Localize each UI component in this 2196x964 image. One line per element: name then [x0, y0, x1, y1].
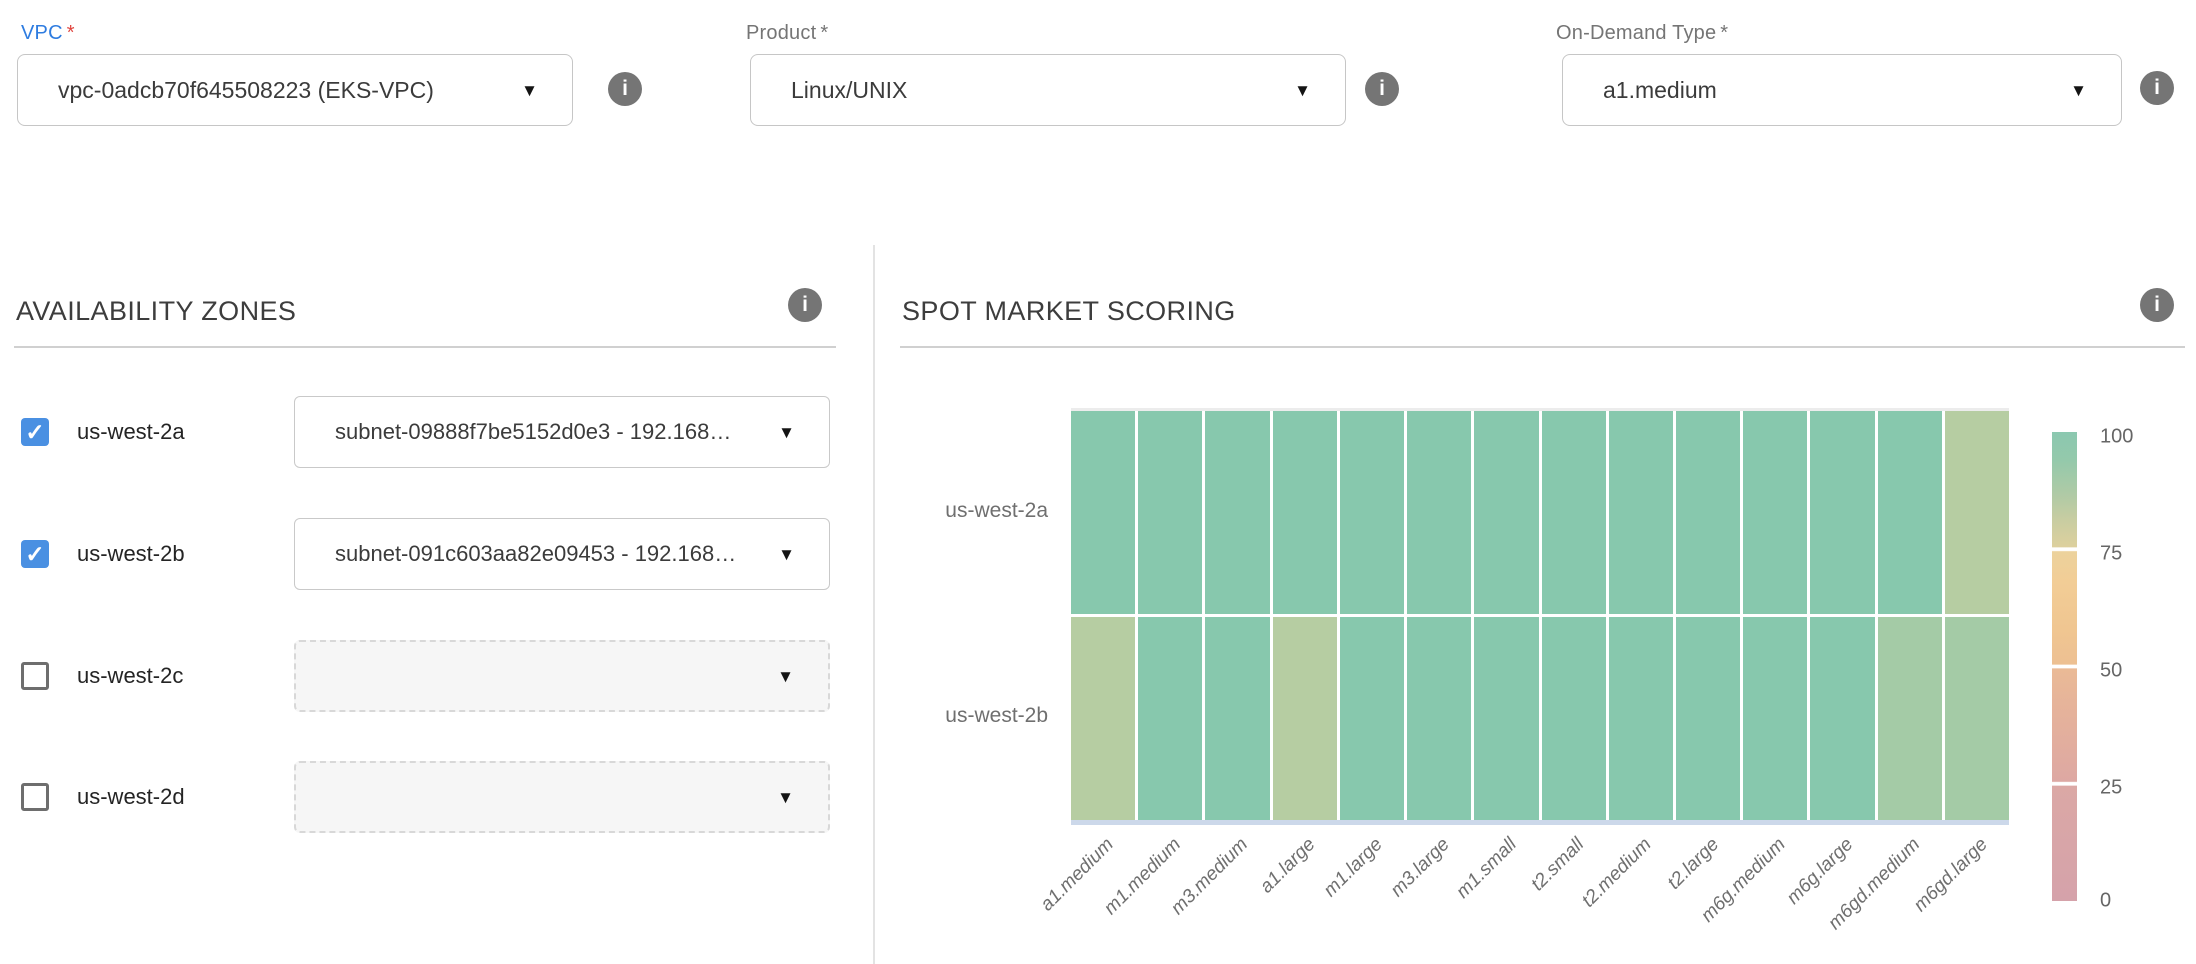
heatmap-cell-us-west-2a-a1.large [1273, 411, 1337, 614]
az-label-us-west-2c: us-west-2c [77, 640, 183, 712]
heatmap-x-label-m3.large: m3.large [1387, 834, 1455, 902]
required-asterisk: * [1720, 22, 1728, 44]
az-label-us-west-2d: us-west-2d [77, 761, 185, 833]
az-label-us-west-2a: us-west-2a [77, 396, 185, 468]
heatmap-cell-us-west-2b-t2.medium [1609, 617, 1673, 820]
heatmap-cell-us-west-2b-t2.small [1542, 617, 1606, 820]
on-demand-type-label: On-Demand Type* [1556, 22, 1728, 45]
heatmap-cell-us-west-2b-m6gd.medium [1878, 617, 1942, 820]
heatmap-cell-us-west-2a-t2.small [1542, 411, 1606, 614]
chevron-down-icon: ▼ [777, 668, 794, 685]
chevron-down-icon: ▼ [2070, 82, 2087, 99]
subnet-select-value: subnet-091c603aa82e09453 - 192.168… [295, 541, 778, 567]
heatmap-cell-us-west-2b-m1.medium [1138, 617, 1202, 820]
heatmap-cell-us-west-2b-a1.medium [1071, 617, 1135, 820]
heatmap-x-label-m1.small: m1.small [1453, 834, 1522, 903]
heatmap-cell-us-west-2b-m3.large [1407, 617, 1471, 820]
checkmark-icon: ✓ [25, 543, 44, 566]
heatmap-x-label-t2.medium: t2.medium [1578, 834, 1656, 912]
subnet-select-us-west-2c[interactable]: ▼ [294, 640, 830, 712]
availability-zones-info-icon[interactable]: i [788, 288, 822, 322]
spot-market-scoring-rule [900, 346, 2185, 348]
heatmap-x-label-m1.large: m1.large [1320, 834, 1388, 902]
az-row-us-west-2d: us-west-2d ▼ [0, 761, 860, 833]
subnet-select-us-west-2a[interactable]: subnet-09888f7be5152d0e3 - 192.168…▼ [294, 396, 830, 468]
product-label: Product* [746, 22, 828, 45]
heatmap-cell-us-west-2a-t2.large [1676, 411, 1740, 614]
heatmap-cell-us-west-2a-m1.small [1474, 411, 1538, 614]
spot-market-scoring-title: SPOT MARKET SCORING [902, 296, 1236, 327]
vpc-label: VPC* [21, 22, 75, 45]
chevron-down-icon: ▼ [521, 82, 538, 99]
legend-tick-0: 0 [2100, 890, 2111, 913]
vpc-select-value: vpc-0adcb70f645508223 (EKS-VPC) [18, 77, 521, 104]
spot-score-heatmap [1071, 408, 2009, 820]
spot-market-scoring-info-icon[interactable]: i [2140, 288, 2174, 322]
on-demand-type-info-icon[interactable]: i [2140, 71, 2174, 105]
az-checkbox-us-west-2c[interactable] [21, 662, 49, 690]
az-checkbox-us-west-2a[interactable]: ✓ [21, 418, 49, 446]
heatmap-cell-us-west-2a-a1.medium [1071, 411, 1135, 614]
subnet-select-us-west-2d[interactable]: ▼ [294, 761, 830, 833]
heatmap-y-label-us-west-2b: us-west-2b [945, 704, 1048, 728]
heatmap-cell-us-west-2b-m3.medium [1205, 617, 1269, 820]
heatmap-cell-us-west-2b-m1.large [1340, 617, 1404, 820]
heatmap-cell-us-west-2a-m6gd.medium [1878, 411, 1942, 614]
heatmap-cell-us-west-2b-m6g.large [1810, 617, 1874, 820]
heatmap-cell-us-west-2a-m1.large [1340, 411, 1404, 614]
heatmap-cell-us-west-2b-a1.large [1273, 617, 1337, 820]
product-select-value: Linux/UNIX [751, 77, 1294, 104]
heatmap-cell-us-west-2a-m6g.medium [1743, 411, 1807, 614]
heatmap-axis-line [1071, 820, 2009, 825]
availability-zones-rule [14, 346, 836, 348]
legend-tick-75: 75 [2100, 543, 2122, 566]
legend-tick-100: 100 [2100, 426, 2133, 449]
vpc-select[interactable]: vpc-0adcb70f645508223 (EKS-VPC) ▼ [17, 54, 573, 126]
chevron-down-icon: ▼ [778, 424, 795, 441]
heatmap-cell-us-west-2a-t2.medium [1609, 411, 1673, 614]
heatmap-cell-us-west-2a-m6gd.large [1945, 411, 2009, 614]
az-checkbox-us-west-2d[interactable] [21, 783, 49, 811]
az-checkbox-us-west-2b[interactable]: ✓ [21, 540, 49, 568]
heatmap-cell-us-west-2a-m3.medium [1205, 411, 1269, 614]
section-divider [873, 245, 875, 964]
chevron-down-icon: ▼ [1294, 82, 1311, 99]
az-row-us-west-2b: ✓ us-west-2b subnet-091c603aa82e09453 - 19… [0, 518, 860, 590]
heatmap-x-label-a1.large: a1.large [1256, 834, 1320, 898]
heatmap-cell-us-west-2b-m6g.medium [1743, 617, 1807, 820]
legend-tick-50: 50 [2100, 660, 2122, 683]
availability-zones-title: AVAILABILITY ZONES [16, 296, 296, 327]
heatmap-x-label-t2.small: t2.small [1527, 834, 1589, 896]
required-asterisk: * [820, 22, 828, 44]
chevron-down-icon: ▼ [777, 789, 794, 806]
heatmap-color-legend [2052, 432, 2077, 901]
heatmap-cell-us-west-2a-m6g.large [1810, 411, 1874, 614]
heatmap-x-label-t2.large: t2.large [1663, 834, 1723, 894]
legend-tick-25: 25 [2100, 777, 2122, 800]
checkmark-icon: ✓ [25, 421, 44, 444]
az-row-us-west-2a: ✓ us-west-2a subnet-09888f7be5152d0e3 - 19… [0, 396, 860, 468]
on-demand-type-select[interactable]: a1.medium ▼ [1562, 54, 2122, 126]
heatmap-y-label-us-west-2a: us-west-2a [945, 499, 1048, 523]
product-select[interactable]: Linux/UNIX ▼ [750, 54, 1346, 126]
az-label-us-west-2b: us-west-2b [77, 518, 185, 590]
vpc-info-icon[interactable]: i [608, 72, 642, 106]
az-row-us-west-2c: us-west-2c ▼ [0, 640, 860, 712]
chevron-down-icon: ▼ [778, 546, 795, 563]
heatmap-cell-us-west-2b-t2.large [1676, 617, 1740, 820]
product-info-icon[interactable]: i [1365, 72, 1399, 106]
heatmap-cell-us-west-2a-m3.large [1407, 411, 1471, 614]
heatmap-cell-us-west-2b-m1.small [1474, 617, 1538, 820]
subnet-select-us-west-2b[interactable]: subnet-091c603aa82e09453 - 192.168…▼ [294, 518, 830, 590]
heatmap-cell-us-west-2b-m6gd.large [1945, 617, 2009, 820]
required-asterisk: * [67, 22, 75, 44]
on-demand-type-select-value: a1.medium [1563, 77, 2070, 104]
heatmap-cell-us-west-2a-m1.medium [1138, 411, 1202, 614]
subnet-select-value: subnet-09888f7be5152d0e3 - 192.168… [295, 419, 778, 445]
